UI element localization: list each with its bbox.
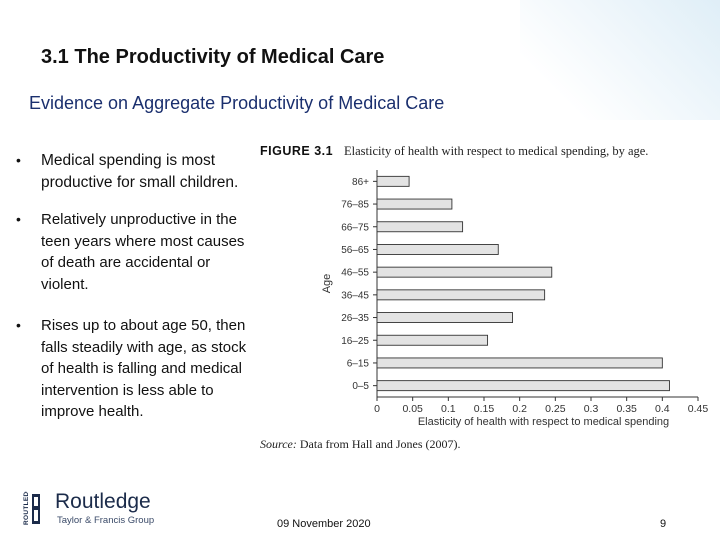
- logo-side-text: ROUTLEDGE: [23, 491, 30, 525]
- bar-6–15: [376, 357, 663, 369]
- x-tick-label: 0.4: [655, 403, 670, 415]
- source-text: Data from Hall and Jones (2007).: [296, 437, 461, 451]
- bullet-text: Rises up to about age 50, then falls ste…: [41, 317, 247, 420]
- bar-56–65: [376, 243, 499, 255]
- logo-name: Routledge: [55, 490, 151, 513]
- bar-46–55: [376, 266, 553, 278]
- x-tick-label: 0.15: [474, 403, 495, 415]
- y-tick-label: 36–45: [341, 290, 369, 301]
- x-tick-label: 0: [374, 403, 380, 415]
- y-tick-label: 6–15: [347, 358, 370, 369]
- y-tick-label: 0–5: [352, 381, 369, 392]
- bar-76–85: [376, 198, 453, 210]
- figure-label: FIGURE 3.1: [260, 144, 334, 158]
- footer-date: 09 November 2020: [277, 518, 371, 530]
- y-tick-label: 66–75: [341, 222, 369, 233]
- figure-panel: FIGURE 3.1 Elasticity of health with res…: [256, 140, 708, 452]
- figure-source: Source: Data from Hall and Jones (2007).: [260, 437, 461, 452]
- source-prefix: Source:: [260, 437, 297, 451]
- x-tick-label: 0.35: [616, 403, 637, 415]
- bar-86+: [376, 175, 410, 187]
- y-axis-label: Age: [321, 274, 333, 294]
- routledge-logo-icon: ROUTLEDGE: [20, 491, 44, 527]
- bullet-text: Medical spending is most productive for …: [41, 152, 239, 191]
- x-tick-label: 0.25: [545, 403, 566, 415]
- bullet-item: • Medical spending is most productive fo…: [16, 150, 252, 193]
- x-tick-label: 0.2: [512, 403, 527, 415]
- bar-16–25: [376, 334, 489, 346]
- bullet-symbol: •: [16, 317, 21, 333]
- bar-66–75: [376, 221, 464, 233]
- bullet-symbol: •: [16, 211, 21, 227]
- background-wash: [520, 0, 720, 120]
- page-number: 9: [660, 518, 667, 530]
- bullet-symbol: •: [16, 152, 21, 168]
- x-axis-label: Elasticity of health with respect to med…: [418, 416, 669, 428]
- y-tick-label: 56–65: [341, 245, 369, 256]
- bar-chart: 86+ 76–85 66–75 56–65 46–55 36–45 26–35 16–25 6–…: [321, 170, 708, 428]
- x-tick-label: 0.1: [441, 403, 456, 415]
- y-tick-label: 46–55: [341, 268, 369, 279]
- y-tick-label: 86+: [352, 177, 369, 188]
- y-tick-label: 26–35: [341, 313, 369, 324]
- bar-26–35: [376, 312, 513, 324]
- slide-title: 3.1 The Productivity of Medical Care: [41, 46, 385, 68]
- bar-36–45: [376, 289, 546, 301]
- x-tick-label: 0.45: [688, 403, 708, 415]
- figure-caption: Elasticity of health with respect to med…: [344, 144, 649, 158]
- bullet-item: • Rises up to about age 50, then falls s…: [16, 315, 252, 423]
- y-tick-label: 16–25: [341, 336, 369, 347]
- logo-subtitle: Taylor & Francis Group: [57, 515, 155, 526]
- y-tick-label: 76–85: [341, 200, 369, 211]
- x-tick-label: 0.05: [402, 403, 423, 415]
- bullet-item: • Relatively unproductive in the teen ye…: [16, 209, 252, 295]
- bullet-text: Relatively unproductive in the teen year…: [41, 211, 245, 293]
- x-tick-label: 0.3: [584, 403, 599, 415]
- slide-subtitle: Evidence on Aggregate Productivity of Me…: [29, 93, 445, 113]
- bullet-list: • Medical spending is most productive fo…: [16, 150, 252, 443]
- bar-0–5: [376, 380, 670, 392]
